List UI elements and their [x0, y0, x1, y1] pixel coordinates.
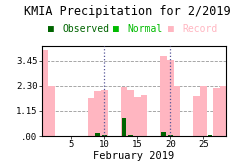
- Bar: [167, 60, 173, 136]
- Text: ■: ■: [112, 24, 119, 34]
- Text: ■: ■: [168, 24, 174, 34]
- Bar: [95, 133, 100, 136]
- Bar: [134, 97, 141, 136]
- Text: ■: ■: [48, 24, 54, 34]
- X-axis label: February 2019: February 2019: [93, 151, 175, 161]
- Bar: [94, 91, 101, 136]
- Bar: [173, 86, 180, 136]
- Text: Normal: Normal: [127, 24, 162, 34]
- Bar: [88, 98, 94, 136]
- Text: Observed: Observed: [62, 24, 109, 34]
- Text: KMIA Precipitation for 2/2019: KMIA Precipitation for 2/2019: [24, 5, 230, 18]
- Bar: [161, 132, 166, 136]
- Bar: [48, 86, 55, 136]
- Bar: [127, 90, 134, 136]
- Bar: [128, 135, 133, 136]
- Bar: [200, 86, 207, 136]
- Bar: [168, 135, 173, 136]
- Bar: [42, 50, 48, 136]
- Bar: [102, 135, 106, 136]
- Bar: [122, 118, 126, 136]
- Bar: [160, 56, 167, 136]
- Bar: [220, 86, 226, 136]
- Bar: [101, 90, 108, 136]
- Bar: [141, 95, 147, 136]
- Bar: [213, 88, 220, 136]
- Bar: [208, 135, 212, 136]
- Bar: [121, 87, 127, 136]
- Bar: [193, 96, 200, 136]
- Text: Record: Record: [182, 24, 218, 34]
